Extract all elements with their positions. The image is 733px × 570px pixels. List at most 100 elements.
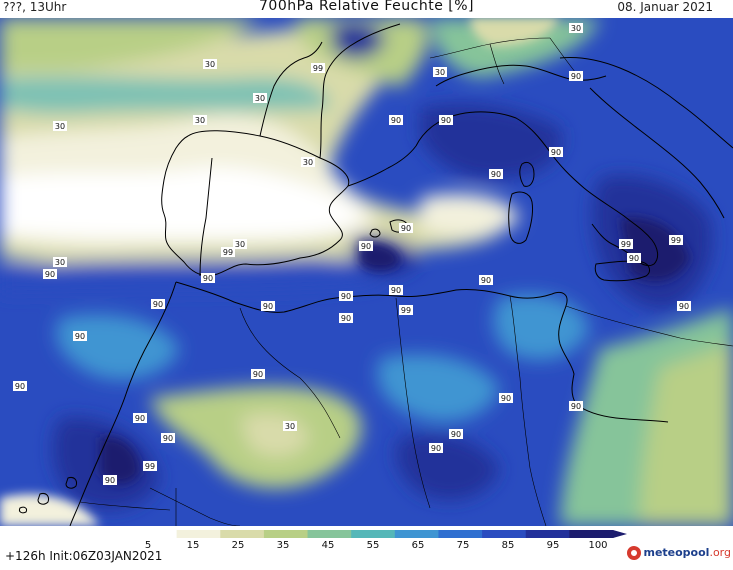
legend-color-swatch [438,530,483,538]
legend-tick-label: 75 [457,540,470,551]
contour-label: 90 [479,275,493,285]
contour-label-text: 90 [451,430,461,439]
brand-name: meteopool [643,546,710,559]
contour-label: 90 [399,223,413,233]
contour-label-text: 90 [679,302,689,311]
legend-tick-label: 35 [277,540,290,551]
contour-label: 30 [193,115,207,125]
contour-label: 90 [677,301,691,311]
contour-label: 90 [569,71,583,81]
contour-label-text: 90 [105,476,115,485]
legend-tick-label: 45 [322,540,335,551]
contour-label: 90 [389,115,403,125]
legend-svg: 5 15 25 35 45 55 65 75 85 95 100 [133,530,627,551]
color-legend: 5 15 25 35 45 55 65 75 85 95 100 [133,528,633,566]
contour-label-background [627,253,641,263]
contour-label-text: 30 [571,24,581,33]
contour-label: 99 [669,235,683,245]
contour-label-text: 30 [195,116,205,125]
contour-label-text: 30 [285,422,295,431]
contour-label-text: 90 [341,314,351,323]
legend-color-swatch [525,530,570,538]
contour-label-background [439,115,453,125]
contour-label: 30 [283,421,297,431]
contour-label: 90 [339,313,353,323]
contour-label-text: 99 [145,462,155,471]
contour-label-text: 90 [203,274,213,283]
legend-tick-label: 15 [187,540,200,551]
contour-label-text: 90 [571,72,581,81]
contour-label-text: 99 [223,248,233,257]
legend-color-swatch [220,530,265,538]
contour-label-text: 30 [255,94,265,103]
contour-label-background [389,285,403,295]
meteopool-logo-icon [627,546,642,560]
contour-label-text: 90 [361,242,371,251]
map-title: 700hPa Relative Feuchte [%] [259,0,474,14]
contour-label: 30 [301,157,315,167]
contour-label: 90 [133,413,147,423]
contour-label: 90 [569,401,583,411]
contour-label: 90 [43,269,57,279]
contour-label: 90 [439,115,453,125]
contour-label-text: 99 [401,306,411,315]
contour-label: 90 [261,301,275,311]
contour-label-text: 30 [235,240,245,249]
contour-label-background [389,115,403,125]
contour-label-background [53,121,67,131]
contour-label-text: 90 [135,414,145,423]
contour-label-text: 90 [481,276,491,285]
contour-label-background [221,247,235,257]
contour-label-background [399,223,413,233]
contour-label-text: 30 [55,258,65,267]
contour-label-text: 90 [501,394,511,403]
contour-label-background [569,23,583,33]
contour-label-text: 90 [441,116,451,125]
contour-label-background [499,393,513,403]
contour-label-text: 90 [45,270,55,279]
humidity-map[interactable]: 30 30 30 30 30 30 30 30 30 30 99 90 90 90 90 90 90 90 99 90… [0,18,733,526]
contour-label: 30 [53,257,67,267]
legend-color-swatch [482,530,527,538]
legend-color-swatch [394,530,439,538]
legend-color-swatch [176,530,221,538]
contour-label-background [73,331,87,341]
contour-label: 30 [569,23,583,33]
contour-label-background [283,421,297,431]
legend-tick-label: 65 [412,540,425,551]
legend-tick-label: 95 [547,540,560,551]
contour-label-background [569,401,583,411]
contour-label-background [569,71,583,81]
contour-label: 30 [233,239,247,249]
contour-label-background [253,93,267,103]
header: ???, 13Uhr 700hPa Relative Feuchte [%] 0… [0,0,733,18]
brand-tld: .org [709,546,731,559]
contour-label-text: 30 [303,158,313,167]
contour-label-text: 90 [551,148,561,157]
legend-tick-label: 55 [367,540,380,551]
contour-label-background [133,413,147,423]
contour-label-background [479,275,493,285]
contour-label-background [261,301,275,311]
forecast-day-time: ???, 13Uhr [3,0,67,14]
contour-label-background [203,59,217,69]
contour-label: 99 [399,305,413,315]
contour-label: 90 [251,369,265,379]
contour-label-text: 90 [163,434,173,443]
contour-label-text: 90 [431,444,441,453]
contour-label: 30 [53,121,67,131]
contour-label-background [233,239,247,249]
legend-tick-label: 100 [588,540,607,551]
contour-label-background [103,475,117,485]
contour-label-background [619,239,633,249]
contour-label: 90 [103,475,117,485]
humidity-field [0,18,733,526]
contour-label-background [449,429,463,439]
contour-label-background [339,313,353,323]
brand-logo[interactable]: meteopool.org [627,546,731,560]
contour-label-background [13,381,27,391]
contour-label-text: 90 [629,254,639,263]
contour-label: 99 [221,247,235,257]
